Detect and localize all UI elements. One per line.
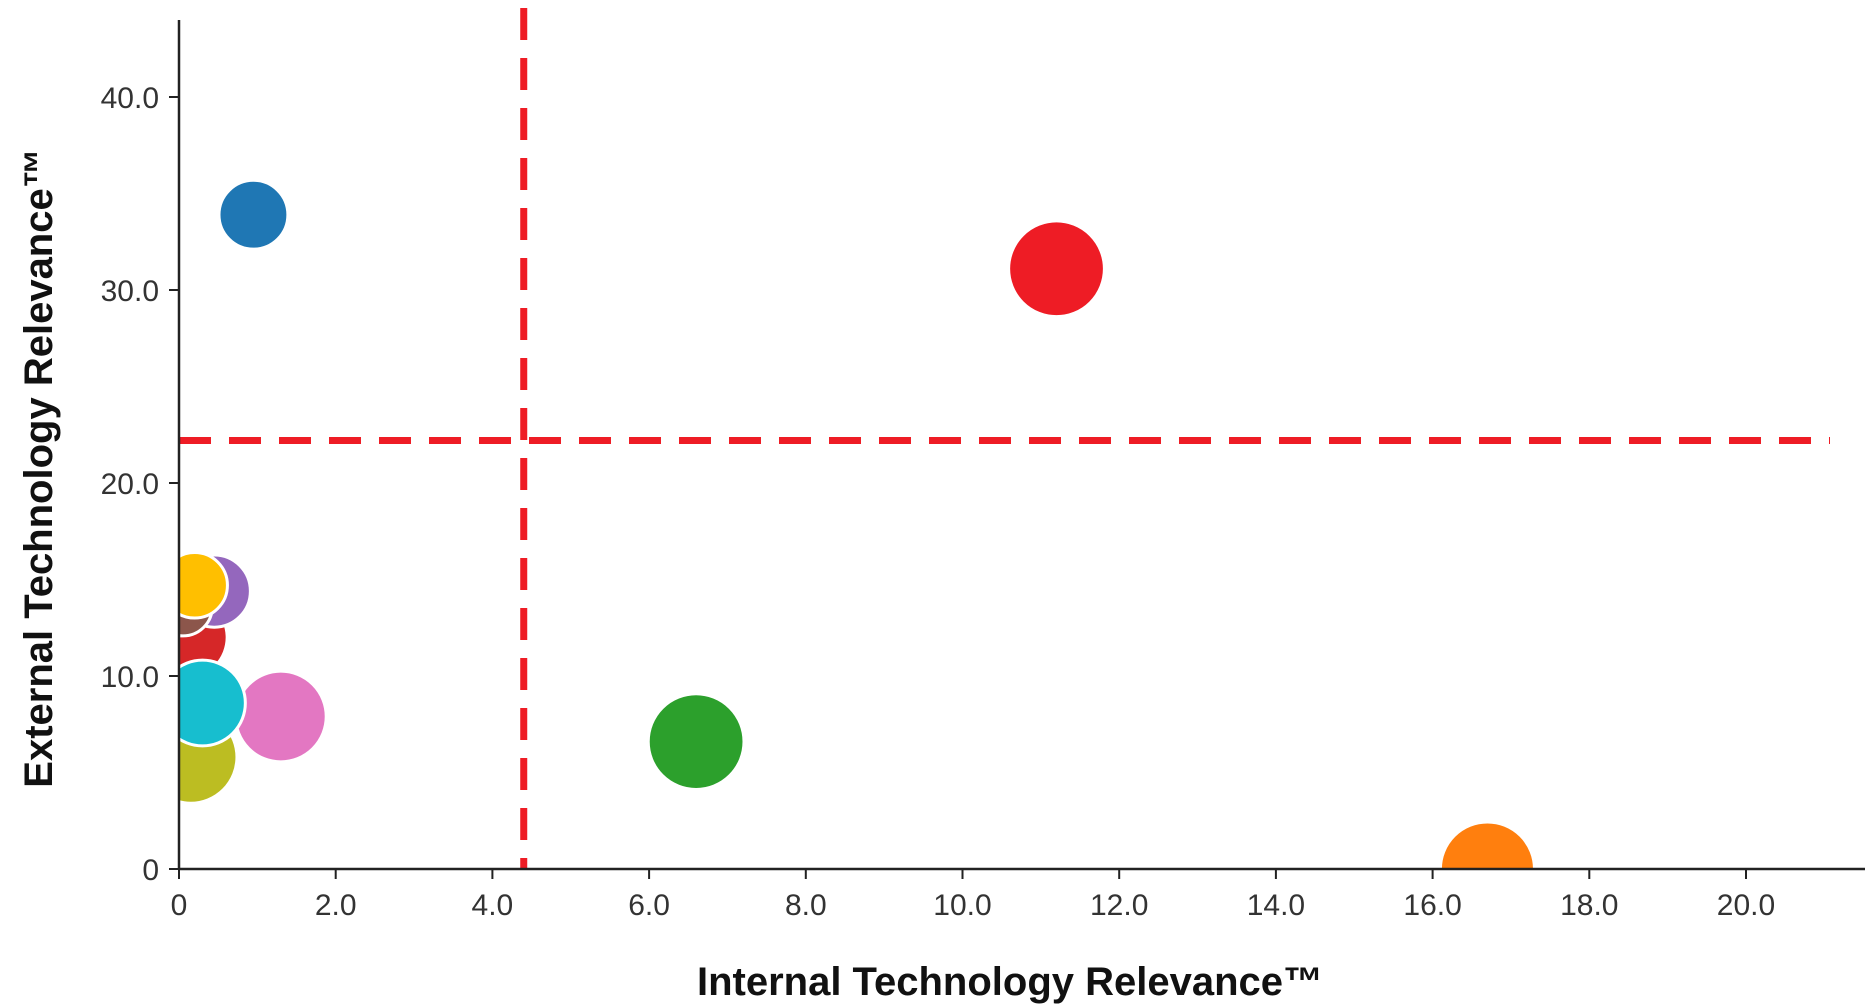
x-tick-label: 10.0: [933, 889, 991, 922]
x-tick-label: 4.0: [472, 889, 514, 922]
x-tick-label: 16.0: [1403, 889, 1461, 922]
y-tick-label: 0: [142, 854, 159, 887]
x-tick-label: 18.0: [1560, 889, 1618, 922]
x-tick-label: 6.0: [628, 889, 670, 922]
bubble-point[interactable]: [1007, 219, 1106, 319]
bubble-point[interactable]: [162, 551, 229, 620]
x-tick-label: 12.0: [1090, 889, 1148, 922]
bubble-point[interactable]: [217, 178, 290, 251]
x-tick-label: 20.0: [1717, 889, 1775, 922]
bubble-layer: [160, 178, 1536, 870]
y-tick-label: 10.0: [101, 661, 159, 694]
x-tick-label: 14.0: [1247, 889, 1305, 922]
x-tick-label: 8.0: [785, 889, 827, 922]
y-tick-label: 30.0: [101, 275, 159, 308]
reference-lines: [179, 8, 1830, 869]
y-tick-label: 20.0: [101, 468, 159, 501]
x-axis-title: Internal Technology Relevance™: [697, 960, 1323, 1004]
y-axis-ticks: 0 10.0 20.0 30.0 40.0: [101, 82, 179, 887]
bubble-point[interactable]: [160, 658, 247, 748]
bubble-point[interactable]: [646, 692, 746, 791]
x-tick-label: 2.0: [315, 889, 357, 922]
y-axis-title: External Technology Relevance™: [17, 148, 61, 787]
bubble-point[interactable]: [233, 669, 328, 764]
x-axis-ticks: 0 2.0 4.0 6.0 8.0 10.0 12.0 14.0 16.0 18.0 20.0: [171, 869, 1775, 922]
y-tick-label: 40.0: [101, 82, 159, 115]
x-tick-label: 0: [171, 889, 188, 922]
